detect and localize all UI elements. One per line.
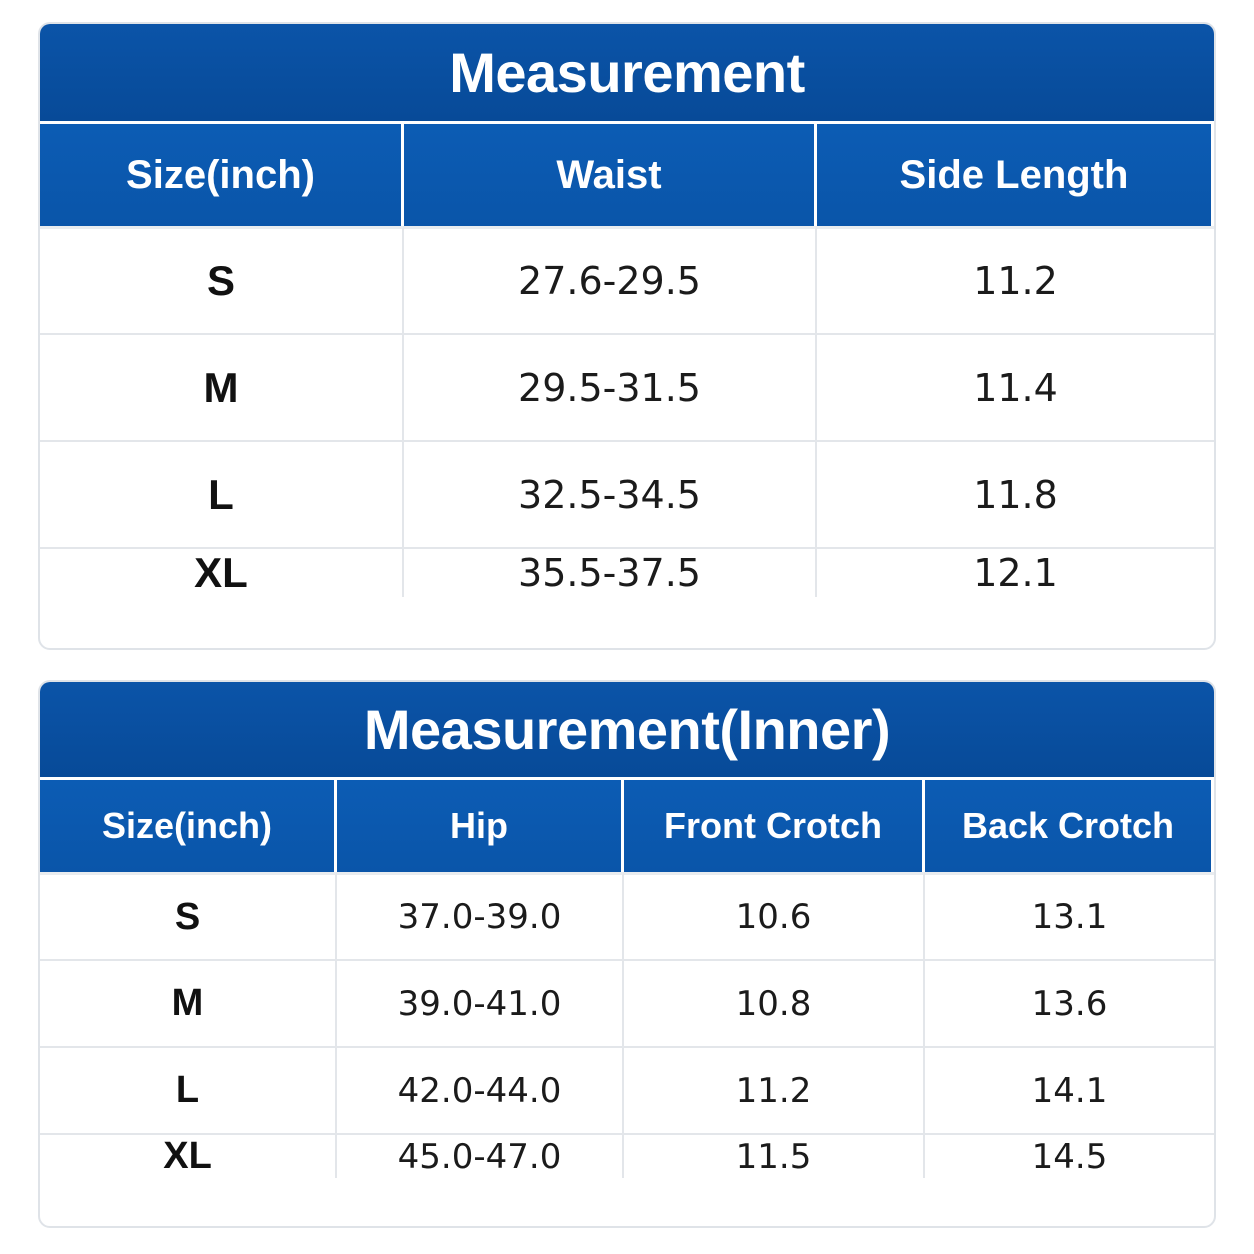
- column-header-hip: Hip: [337, 780, 624, 872]
- side-length-cell: 12.1: [817, 547, 1214, 597]
- waist-cell: 29.5-31.5: [404, 333, 817, 440]
- side-length-cell: 11.2: [817, 226, 1214, 333]
- front-crotch-cell: 11.5: [624, 1133, 925, 1178]
- waist-cell: 35.5-37.5: [404, 547, 817, 597]
- size-cell: S: [40, 872, 337, 959]
- column-header-size: Size(inch): [40, 124, 404, 226]
- column-header-waist: Waist: [404, 124, 817, 226]
- size-cell: XL: [40, 547, 404, 597]
- size-cell: XL: [40, 1133, 337, 1178]
- measurement-table-title: Measurement: [40, 24, 1214, 124]
- hip-cell: 45.0-47.0: [337, 1133, 624, 1178]
- column-header-size: Size(inch): [40, 780, 337, 872]
- hip-cell: 42.0-44.0: [337, 1046, 624, 1133]
- measurement-table: Measurement Size(inch) Waist Side Length…: [38, 22, 1216, 650]
- front-crotch-cell: 10.6: [624, 872, 925, 959]
- waist-cell: 27.6-29.5: [404, 226, 817, 333]
- column-header-side-length: Side Length: [817, 124, 1214, 226]
- inner-measurement-table: Measurement(Inner) Size(inch) Hip Front …: [38, 680, 1216, 1228]
- front-crotch-cell: 11.2: [624, 1046, 925, 1133]
- waist-cell: 32.5-34.5: [404, 440, 817, 547]
- measurement-table-grid: Size(inch) Waist Side Length S 27.6-29.5…: [40, 124, 1214, 597]
- back-crotch-cell: 13.6: [925, 959, 1214, 1046]
- back-crotch-cell: 13.1: [925, 872, 1214, 959]
- size-cell: S: [40, 226, 404, 333]
- size-cell: L: [40, 1046, 337, 1133]
- column-header-back-crotch: Back Crotch: [925, 780, 1214, 872]
- size-cell: L: [40, 440, 404, 547]
- inner-measurement-table-grid: Size(inch) Hip Front Crotch Back Crotch …: [40, 780, 1214, 1178]
- back-crotch-cell: 14.5: [925, 1133, 1214, 1178]
- hip-cell: 37.0-39.0: [337, 872, 624, 959]
- column-header-front-crotch: Front Crotch: [624, 780, 925, 872]
- front-crotch-cell: 10.8: [624, 959, 925, 1046]
- size-cell: M: [40, 959, 337, 1046]
- inner-measurement-table-title: Measurement(Inner): [40, 682, 1214, 780]
- side-length-cell: 11.4: [817, 333, 1214, 440]
- back-crotch-cell: 14.1: [925, 1046, 1214, 1133]
- hip-cell: 39.0-41.0: [337, 959, 624, 1046]
- size-cell: M: [40, 333, 404, 440]
- side-length-cell: 11.8: [817, 440, 1214, 547]
